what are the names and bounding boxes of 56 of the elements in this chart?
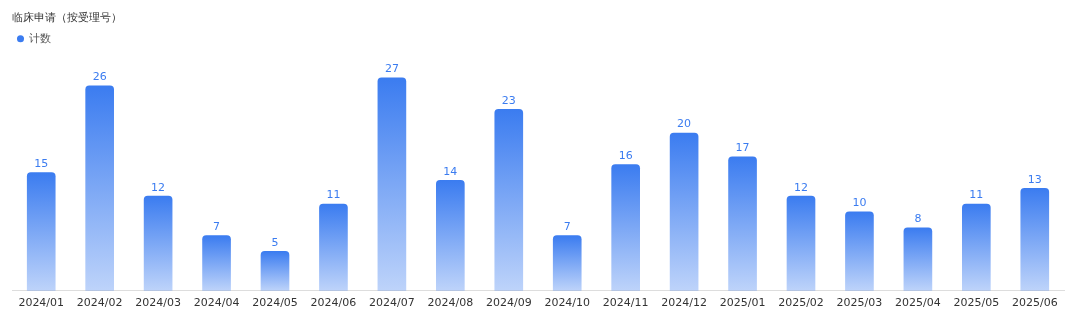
data-label: 8 [914,212,922,226]
x-tick-label: 2024/12 [661,296,707,310]
bar [669,132,699,291]
bar [319,203,348,291]
bar [260,251,290,291]
data-label: 7 [563,219,571,233]
data-label: 13 [1027,172,1042,186]
x-tick-label: 2025/04 [895,296,941,310]
data-label: 7 [213,219,221,233]
data-label: 15 [34,156,49,170]
x-tick-label: 2024/06 [310,296,357,310]
bar [436,180,465,291]
x-tick-label: 2025/01 [719,296,766,310]
bar [903,227,933,291]
x-tick-label: 2025/06 [1011,296,1058,310]
bar [202,235,231,291]
x-tick-label: 2024/11 [602,296,649,310]
bar [143,195,173,291]
data-label: 17 [735,141,750,155]
bar [962,203,991,291]
chart-title: 临床申请（按受理号） [12,11,122,25]
bar [85,85,114,291]
legend-label: 计数 [28,31,51,45]
bar [1020,187,1050,291]
x-tick-label: 2025/02 [778,296,824,310]
bar [611,164,640,291]
x-tick-label: 2025/03 [836,296,883,310]
x-tick-label: 2024/02 [76,296,123,310]
data-label: 12 [151,180,166,194]
data-label: 10 [852,196,867,210]
x-tick-label: 2024/09 [485,296,532,310]
bar [26,172,56,291]
data-label: 12 [794,180,808,194]
x-tick-label: 2024/07 [369,296,415,310]
x-tick-label: 2024/08 [427,296,474,310]
bar [845,211,874,291]
x-tick-label: 2024/10 [544,296,591,310]
data-label: 11 [326,188,341,202]
data-label: 14 [443,164,458,178]
x-tick-label: 2024/03 [135,296,181,310]
data-label: 11 [969,188,984,202]
data-label: 16 [618,148,633,162]
data-label: 26 [92,70,107,84]
x-tick-label: 2024/01 [18,296,65,310]
data-label: 27 [384,62,399,76]
bar [728,156,757,291]
bar [377,77,407,291]
x-tick-label: 2024/04 [193,296,240,310]
data-label: 23 [501,93,516,107]
x-tick-label: 2025/05 [953,296,1000,310]
bar [494,109,524,291]
x-tick-label: 2024/05 [252,296,298,310]
bar [786,195,816,291]
bar [552,235,582,291]
data-label: 20 [677,117,692,131]
data-label: 5 [271,235,279,249]
